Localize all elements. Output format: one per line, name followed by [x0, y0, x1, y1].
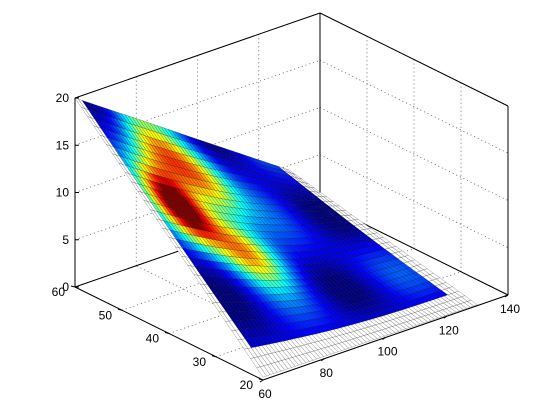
- x-tick-label: 60: [258, 387, 272, 401]
- grid-line: [319, 107, 509, 201]
- y-tick-mark: [70, 285, 76, 288]
- x-tick-label: 100: [377, 345, 397, 359]
- y-tick-label: 40: [146, 332, 160, 346]
- y-tick-label: 60: [52, 285, 66, 299]
- z-tick-label: 10: [56, 186, 70, 200]
- y-tick-mark: [258, 378, 264, 381]
- z-tick-label: 5: [62, 233, 69, 247]
- surface-mesh: [74, 97, 478, 378]
- y-tick-mark: [211, 355, 217, 358]
- x-tick-label: 120: [439, 323, 459, 337]
- x-tick-mark: [443, 315, 448, 319]
- grid-line: [74, 59, 321, 146]
- grid-line: [74, 107, 321, 193]
- x-tick-label: 80: [320, 366, 334, 380]
- x-tick-label: 140: [500, 302, 520, 316]
- z-tick-label: 0: [62, 280, 69, 294]
- grid-line: [319, 59, 509, 154]
- axes-front: [70, 97, 509, 383]
- y-tick-label: 20: [240, 378, 254, 392]
- z-tick-label: 20: [56, 91, 70, 105]
- surface-cell: [467, 300, 478, 307]
- z-tick-label: 15: [56, 138, 70, 152]
- tick-labels: 0 5 10 15 20 20 30 40 50 60 60 80 100 12…: [52, 91, 521, 401]
- x-tick-mark: [320, 358, 325, 362]
- grid-line: [319, 154, 509, 249]
- y-tick-mark: [117, 308, 123, 311]
- x-tick-mark: [504, 294, 509, 298]
- x-tick-mark: [382, 337, 386, 340]
- axes-box: [74, 12, 509, 296]
- y-tick-label: 30: [193, 355, 207, 369]
- back-edge: [74, 12, 321, 99]
- y-tick-mark: [164, 332, 170, 334]
- y-tick-label: 50: [99, 308, 113, 322]
- back-edge: [319, 12, 509, 107]
